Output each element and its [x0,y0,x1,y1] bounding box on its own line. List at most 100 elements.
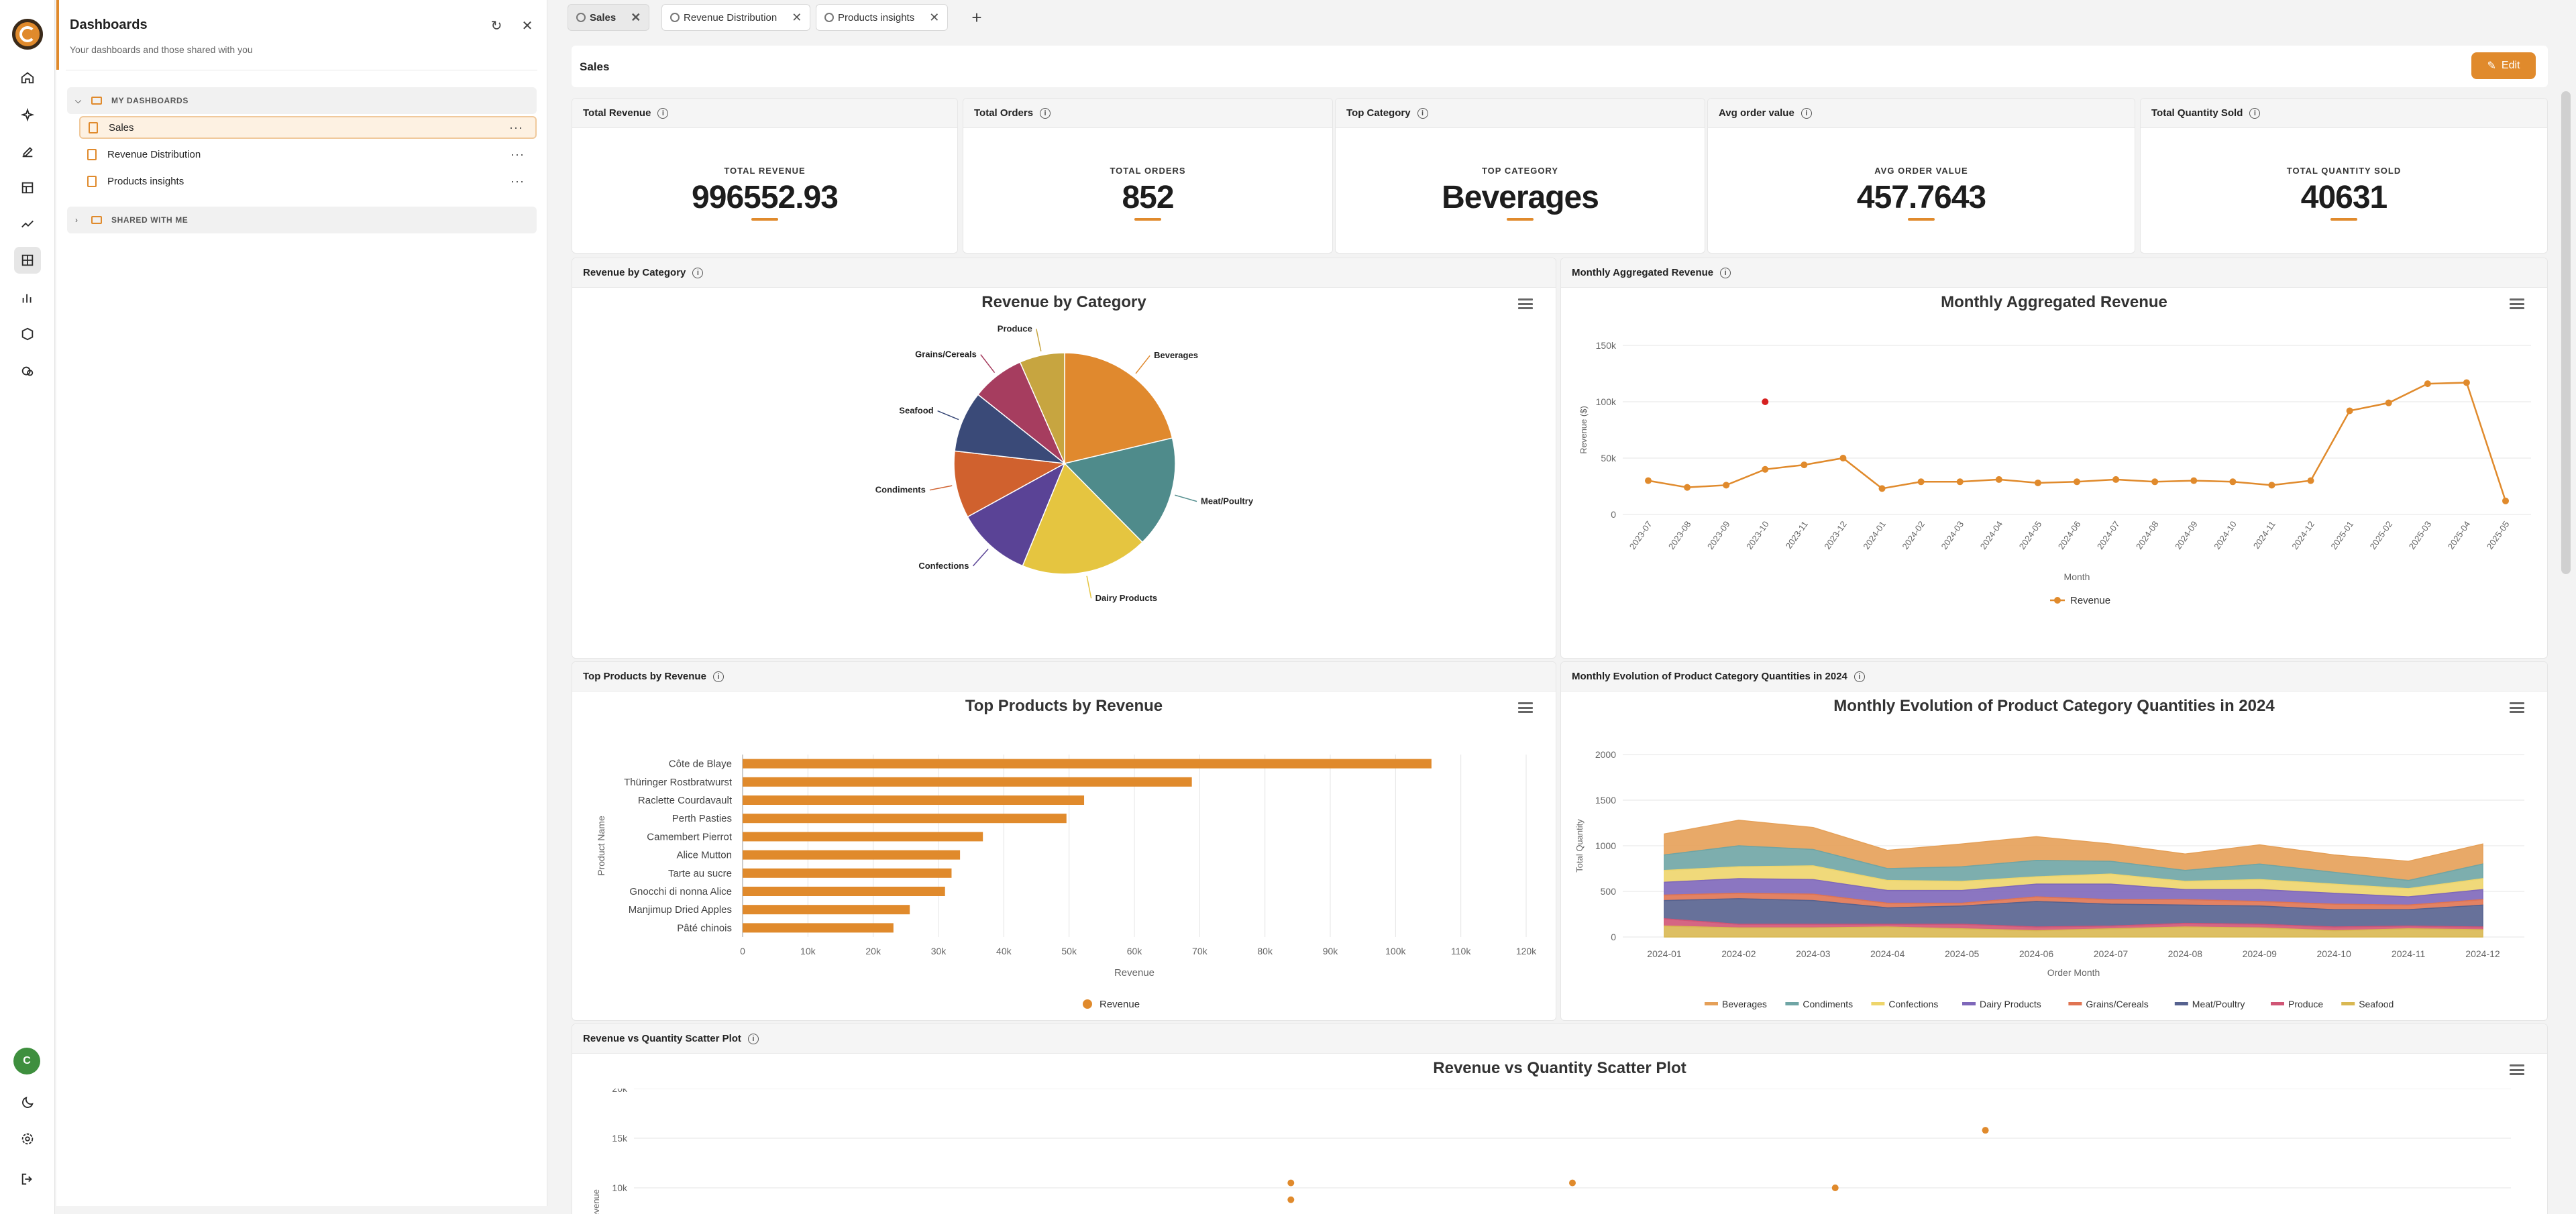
chart-title: Monthly Evolution of Product Category Qu… [1833,697,2275,715]
folder-my-dashboards[interactable]: ⌵ MY DASHBOARDS [67,87,537,114]
legend-marker [1705,1002,1718,1005]
scrollbar[interactable] [2561,91,2571,574]
info-icon[interactable]: i [692,267,704,278]
x-tick-label: 2024-04 [1978,519,2005,551]
y-tick-label: 0 [1611,932,1616,942]
info-icon[interactable]: i [747,1033,759,1044]
info-icon[interactable]: i [1801,107,1812,119]
tab-revenue-distribution[interactable]: Revenue Distribution ✕ [661,4,811,31]
x-tick-label: 40k [996,946,1012,956]
kpi-underline [1134,218,1161,221]
data-point [1839,455,1847,461]
close-icon[interactable]: ✕ [929,10,940,24]
kpi-value: 40631 [2300,180,2387,215]
chart-menu-icon[interactable] [1518,702,1533,713]
x-tick-label: 2024-04 [1870,948,1905,959]
folder-shared-with-me[interactable]: › SHARED WITH ME [67,207,537,233]
legend-marker [1962,1002,1976,1005]
kpi-label: TOP CATEGORY [1481,166,1559,176]
dashboard-icon[interactable] [14,247,41,274]
card-title: Total Quantity Sold [2151,107,2243,119]
kpi-underline [1507,218,1534,221]
app-logo[interactable] [12,19,43,50]
gear-icon[interactable] [14,1125,41,1152]
y-tick-label: 2000 [1595,749,1616,760]
cube-icon[interactable] [14,321,41,347]
chart-title: Monthly Aggregated Revenue [1941,293,2167,311]
x-tick-label: 0 [740,946,745,956]
more-icon[interactable]: ··· [511,147,525,161]
info-icon[interactable]: i [1854,671,1865,682]
bar-chart-icon[interactable] [14,284,41,311]
x-tick-label: 2024-08 [2134,519,2161,551]
home-icon[interactable] [14,64,41,91]
sparkle-icon[interactable] [14,102,41,129]
info-icon[interactable]: i [1720,267,1731,278]
pie-label: Produce [998,323,1032,333]
y-tick-label: 1500 [1595,795,1616,806]
x-axis-label: Month [2064,571,2090,582]
dashboard-item-label: Sales [109,121,134,133]
y-tick-label: Manjimup Dried Apples [629,904,732,916]
info-icon[interactable]: i [1417,107,1428,119]
kpi-label: AVG ORDER VALUE [1874,166,1968,176]
legend-marker [2341,1002,2355,1005]
kpi-card-total-orders: Total Orders i TOTAL ORDERS 852 [963,98,1333,254]
data-point [1801,461,1808,469]
info-icon[interactable]: i [1040,107,1051,119]
close-icon[interactable]: ✕ [631,10,641,24]
chart-title: Revenue by Category [981,293,1146,311]
tab-sales[interactable]: Sales ✕ [568,4,650,31]
x-tick-label: 2025-05 [2485,519,2512,551]
chart-menu-icon[interactable] [2510,702,2524,713]
pie-slice [967,462,1066,567]
x-tick-label: 2024-02 [1900,519,1927,551]
bar [743,905,910,915]
theme-toggle-icon[interactable] [14,1089,41,1116]
scatter-point [1287,1179,1295,1187]
chart-menu-icon[interactable] [2510,298,2524,309]
more-icon[interactable]: ··· [511,174,525,188]
layout-icon[interactable] [14,174,41,201]
info-icon[interactable]: i [2249,107,2261,119]
dashboard-item-sales[interactable]: Sales ··· [79,116,537,139]
bar [743,850,961,860]
x-tick-label: 2024-03 [1939,519,1966,551]
y-tick-label: 0 [1611,509,1616,520]
tab-products-insights[interactable]: Products insights ✕ [816,4,949,31]
close-icon[interactable]: ✕ [792,10,802,24]
dashboard-item-products-insights[interactable]: Products insights ··· [79,170,537,192]
chart-card-revenue-vs-quantity: Revenue vs Quantity Scatter Plot i Revenu… [572,1024,2548,1214]
edit-icon[interactable] [14,138,41,165]
info-icon[interactable]: i [712,671,724,682]
edit-button[interactable]: ✎ Edit [2471,52,2536,79]
add-tab-icon[interactable]: + [971,7,982,27]
more-icon[interactable]: ··· [509,120,523,134]
chart-menu-icon[interactable] [1518,298,1533,309]
avatar[interactable]: C [13,1048,40,1074]
logout-icon[interactable] [14,1166,41,1193]
y-tick-label: 100k [1596,396,1617,407]
info-icon[interactable]: i [657,107,669,119]
chart-title: Top Products by Revenue [965,697,1163,715]
dashboard-item-revenue-distribution[interactable]: Revenue Distribution ··· [79,143,537,166]
x-tick-label: 2024-06 [2019,948,2054,959]
folder-label: MY DASHBOARDS [111,96,189,105]
chat-icon[interactable] [14,358,41,385]
legend-marker [2174,1002,2188,1005]
legend-label: Revenue [2070,595,2110,606]
data-point [1723,482,1730,489]
panel-subtitle: Your dashboards and those shared with yo… [70,44,253,55]
legend-marker [1083,999,1092,1009]
bar [743,759,1432,769]
chart-card-revenue-by-category: Revenue by Category i Revenue by Category… [572,258,1556,659]
close-icon[interactable]: ✕ [521,18,533,34]
chart-card-monthly-evolution-quantities: Monthly Evolution of Product Category Qu… [1560,661,2548,1021]
y-axis-label: Revenue ($) [1578,406,1589,454]
dashboard-item-label: Revenue Distribution [107,148,201,160]
trend-icon[interactable] [14,211,41,237]
x-tick-label: 2024-10 [2316,948,2351,959]
x-tick-label: 2024-02 [1721,948,1756,959]
refresh-icon[interactable]: ↻ [490,18,502,34]
chart-menu-icon[interactable] [2510,1064,2524,1075]
